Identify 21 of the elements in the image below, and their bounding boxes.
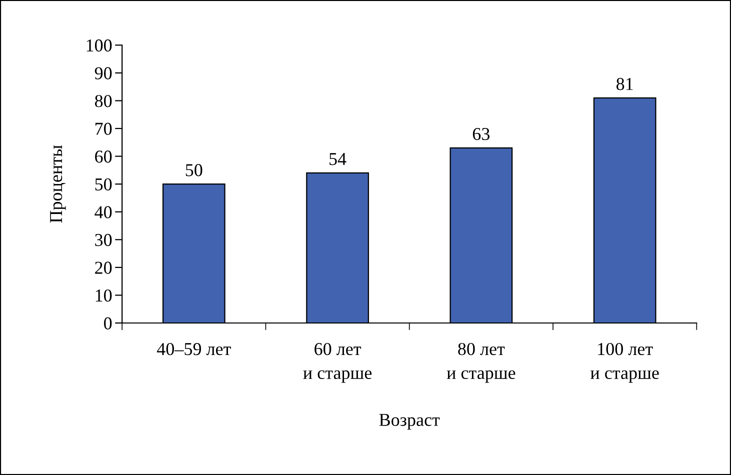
x-tick-label: 40–59 лет	[156, 342, 231, 356]
y-tick-label: 30	[95, 234, 112, 246]
x-axis-title: Возраст	[379, 414, 440, 430]
y-tick-label: 0	[104, 317, 112, 330]
data-label: 50	[186, 164, 202, 176]
y-tick-label: 80	[94, 94, 112, 108]
y-tick-label: 10	[96, 289, 112, 302]
y-tick-label: 60	[95, 150, 112, 163]
x-tick-label: 80 лет и старше	[446, 342, 516, 383]
y-axis-title: Проценты	[50, 145, 66, 223]
y-tick-label: 70	[95, 122, 112, 135]
y-tick-label: 100	[86, 39, 112, 52]
data-label: 54	[330, 153, 346, 166]
data-label: 63	[472, 128, 490, 140]
data-label: 81	[616, 78, 633, 90]
x-tick-label: 100 лет и старше	[590, 342, 659, 383]
y-tick-label: 20	[95, 262, 112, 274]
y-tick-label: 90	[94, 67, 112, 80]
y-tick-label: 40	[94, 206, 112, 218]
y-tick-label: 50	[95, 178, 112, 191]
x-tick-label: 60 лет и старше	[303, 342, 372, 383]
